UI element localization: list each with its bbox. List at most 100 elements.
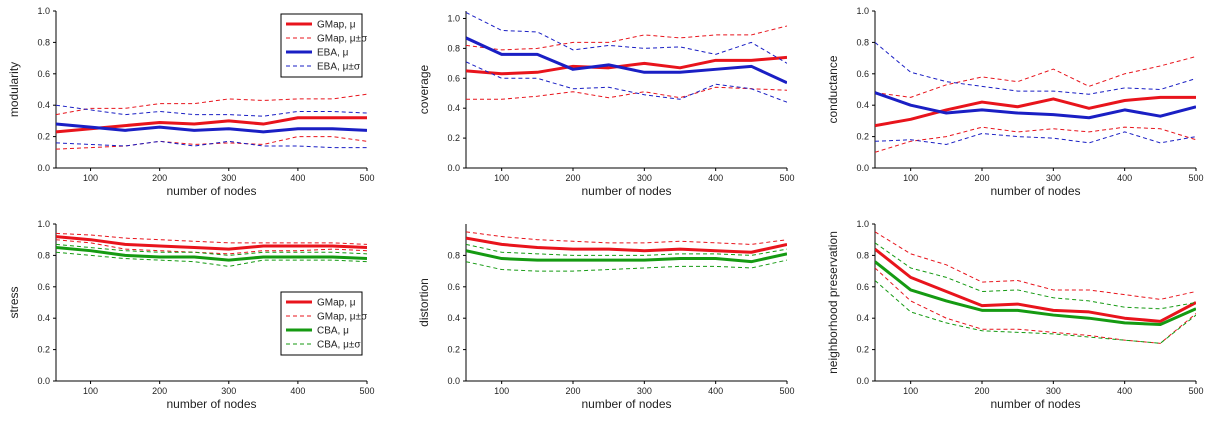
x-tick-label: 500 xyxy=(1188,173,1203,183)
y-tick-label: 0.8 xyxy=(447,250,460,260)
y-tick-label: 0.0 xyxy=(37,376,50,386)
y-tick-label: 1.0 xyxy=(37,219,50,229)
y-tick-label: 0.2 xyxy=(856,132,869,142)
legend-label: GMap, μ xyxy=(317,20,356,31)
y-tick-label: 0.0 xyxy=(856,163,869,173)
y-tick-label: 0.6 xyxy=(37,282,50,292)
legend-label: CBA, μ±σ xyxy=(317,340,361,351)
series-lower-band-line xyxy=(56,251,367,267)
series-lower-band-line xyxy=(466,86,787,100)
x-axis-label: number of nodes xyxy=(990,397,1080,411)
y-tick-label: 0.4 xyxy=(856,100,869,110)
y-axis-label: neighborhood preservation xyxy=(826,231,840,374)
x-tick-label: 300 xyxy=(1046,173,1061,183)
y-tick-label: 0.4 xyxy=(37,313,50,323)
x-tick-label: 200 xyxy=(974,386,989,396)
series-lower-band-line xyxy=(875,126,1196,153)
y-tick-label: 0.2 xyxy=(37,345,50,355)
x-tick-label: 100 xyxy=(494,386,509,396)
y-tick-label: 0.2 xyxy=(37,132,50,142)
series-upper-band-line xyxy=(875,242,1196,310)
x-tick-label: 200 xyxy=(565,386,580,396)
x-tick-label: 100 xyxy=(903,386,918,396)
series-lower-band-line xyxy=(466,61,787,103)
y-axis-label: modularity xyxy=(7,62,21,117)
chart-panel-3: 0.0 0.2 0.4 0.6 0.8 1.0 100 200 300 400 500 number … xyxy=(826,6,1204,198)
y-tick-label: 0.2 xyxy=(856,345,869,355)
series-mean-line xyxy=(875,91,1196,120)
x-axis-label: number of nodes xyxy=(166,397,256,411)
x-tick-label: 400 xyxy=(708,173,723,183)
x-tick-label: 100 xyxy=(494,173,509,183)
legend: GMap, μ GMap, μ±σ EBA, μ EBA, μ±σ xyxy=(280,13,368,78)
series-upper-band-line xyxy=(875,42,1196,95)
y-tick-label: 0.6 xyxy=(856,69,869,79)
series-mean-line xyxy=(875,247,1196,323)
y-tick-label: 0.6 xyxy=(37,69,50,79)
series-mean-line xyxy=(466,55,787,76)
x-tick-label: 400 xyxy=(290,173,305,183)
legend-label: EBA, μ xyxy=(317,48,349,59)
series-upper-band-line xyxy=(56,243,367,256)
series-upper-band-line xyxy=(875,56,1196,98)
legend-label: GMap, μ±σ xyxy=(317,312,368,323)
y-tick-label: 1.0 xyxy=(37,6,50,16)
legend: GMap, μ GMap, μ±σ CBA, μ CBA, μ±σ xyxy=(280,291,368,356)
plot-area xyxy=(466,231,787,272)
legend-label: GMap, μ xyxy=(317,298,356,309)
x-axis-label: number of nodes xyxy=(166,184,256,198)
series-mean-line xyxy=(466,249,787,264)
series-mean-line xyxy=(875,95,1196,128)
plot-area xyxy=(466,12,787,103)
y-tick-label: 0.6 xyxy=(856,282,869,292)
chart-panel-6: 0.0 0.2 0.4 0.6 0.8 1.0 100 200 300 400 500 number … xyxy=(826,219,1204,411)
chart-panel-5: 0.0 0.2 0.4 0.6 0.8 100 200 300 400 500 number of … xyxy=(417,224,795,411)
x-tick-label: 400 xyxy=(708,386,723,396)
y-tick-label: 0.0 xyxy=(856,376,869,386)
x-tick-label: 300 xyxy=(637,386,652,396)
series-upper-band-line xyxy=(56,104,367,117)
x-tick-label: 500 xyxy=(359,173,374,183)
series-lower-band-line xyxy=(56,140,367,149)
x-axis-label: number of nodes xyxy=(581,397,671,411)
y-axis-label: stress xyxy=(7,286,21,318)
chart-panel-4: 0.0 0.2 0.4 0.6 0.8 1.0 100 200 300 400 500 number … xyxy=(7,219,375,411)
x-tick-label: 500 xyxy=(779,173,794,183)
y-axis-label: distortion xyxy=(417,278,431,327)
x-tick-label: 300 xyxy=(1046,386,1061,396)
y-tick-label: 0.8 xyxy=(37,37,50,47)
plot-area xyxy=(875,42,1196,153)
x-axis-label: number of nodes xyxy=(990,184,1080,198)
series-upper-band-line xyxy=(466,12,787,64)
y-tick-label: 0.6 xyxy=(447,282,460,292)
series-upper-band-line xyxy=(56,93,367,116)
series-mean-line xyxy=(56,235,367,251)
x-axis-label: number of nodes xyxy=(581,184,671,198)
x-tick-label: 100 xyxy=(903,173,918,183)
series-upper-band-line xyxy=(875,231,1196,300)
y-axis-label: conductance xyxy=(826,55,840,123)
series-lower-band-line xyxy=(56,239,367,255)
plot-area xyxy=(56,232,367,267)
series-mean-line xyxy=(466,236,787,254)
legend-label: EBA, μ±σ xyxy=(317,62,361,73)
x-tick-label: 100 xyxy=(83,173,98,183)
x-tick-label: 400 xyxy=(1117,173,1132,183)
x-tick-label: 400 xyxy=(1117,386,1132,396)
y-tick-label: 0.8 xyxy=(447,43,460,53)
series-lower-band-line xyxy=(466,259,787,272)
x-tick-label: 200 xyxy=(152,386,167,396)
series-upper-band-line xyxy=(466,25,787,51)
y-tick-label: 0.2 xyxy=(447,345,460,355)
y-tick-label: 1.0 xyxy=(447,13,460,23)
x-tick-label: 500 xyxy=(779,386,794,396)
x-tick-label: 100 xyxy=(83,386,98,396)
series-mean-line xyxy=(56,116,367,134)
y-tick-label: 0.8 xyxy=(856,37,869,47)
x-tick-label: 400 xyxy=(290,386,305,396)
x-tick-label: 200 xyxy=(565,173,580,183)
y-tick-label: 1.0 xyxy=(856,6,869,16)
series-mean-line xyxy=(56,246,367,262)
series-upper-band-line xyxy=(466,231,787,245)
